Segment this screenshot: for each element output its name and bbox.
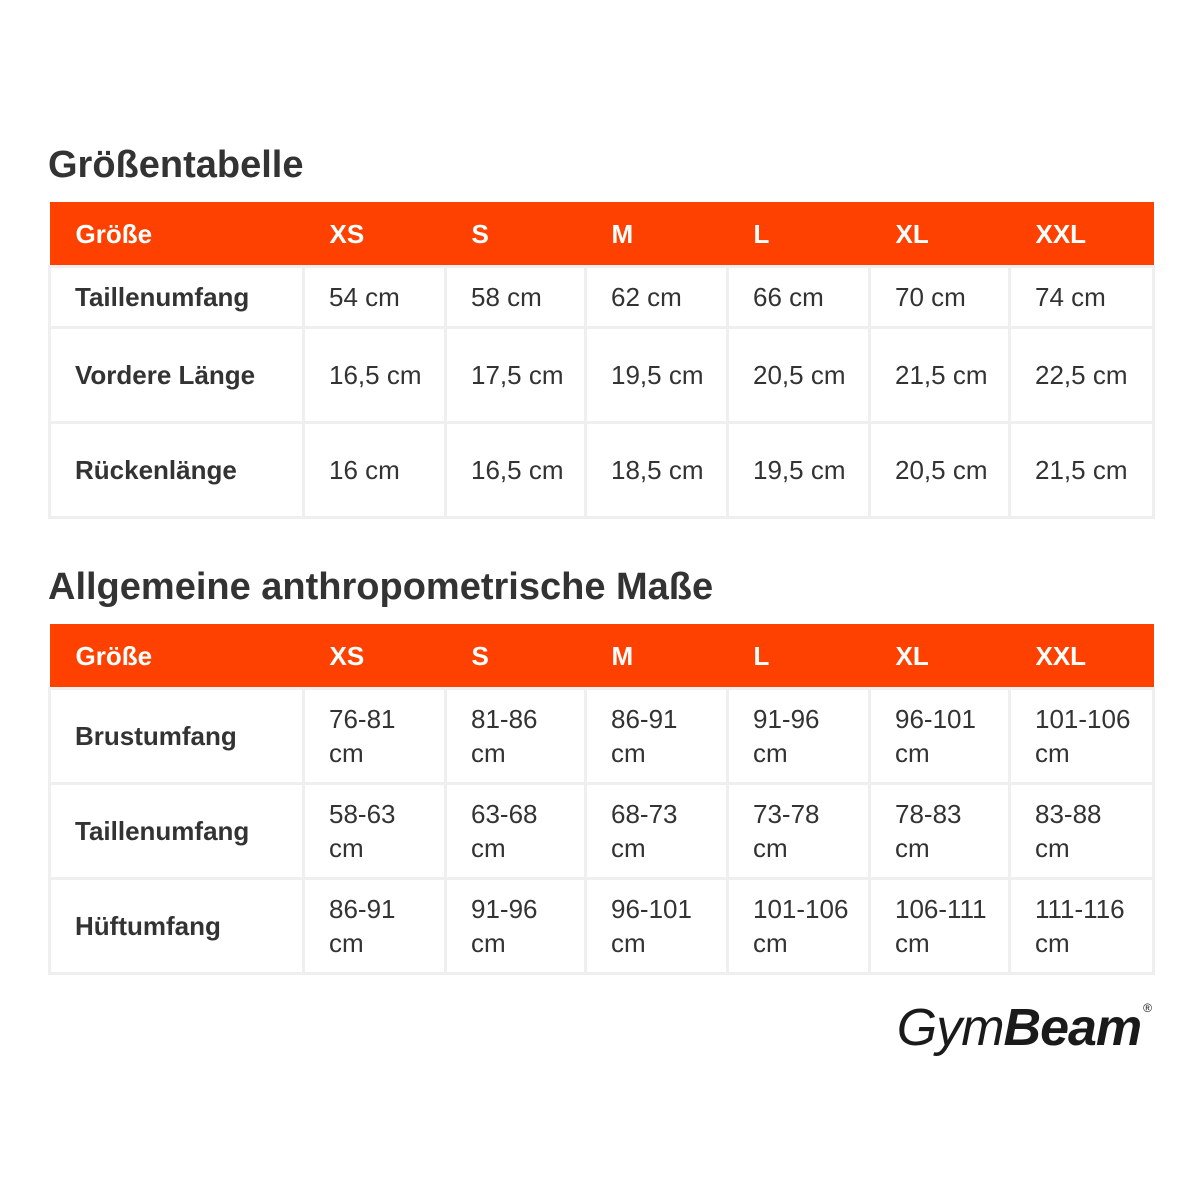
table-row: Vordere Länge 16,5 cm 17,5 cm 19,5 cm 20… <box>48 326 1155 424</box>
table-cell: 96-101 cm <box>868 687 1011 785</box>
header-cell-xxl: XXL <box>1009 202 1154 267</box>
table-cell: 58 cm <box>444 265 587 329</box>
table-cell: 20,5 cm <box>726 326 871 424</box>
table-cell: 22,5 cm <box>1008 326 1155 424</box>
table-header-row: Größe XS S M L XL XXL <box>49 624 1154 689</box>
header-cell-s: S <box>445 202 586 267</box>
header-cell-l: L <box>727 202 870 267</box>
row-label: Taillenumfang <box>48 782 305 880</box>
table-cell: 21,5 cm <box>868 326 1011 424</box>
table-cell: 16,5 cm <box>302 326 447 424</box>
row-label: Rückenlänge <box>48 421 305 519</box>
table-row: Hüftumfang 86-91 cm 91-96 cm 96-101 cm 1… <box>48 877 1155 975</box>
table-cell: 18,5 cm <box>584 421 729 519</box>
size-chart-table: Größe XS S M L XL XXL Taillenumfang 54 c… <box>48 202 1155 519</box>
table-row: Brustumfang 76-81 cm 81-86 cm 86-91 cm 9… <box>48 687 1155 785</box>
table-cell: 68-73 cm <box>584 782 729 880</box>
row-label: Hüftumfang <box>48 877 305 975</box>
body-measurements-table: Größe XS S M L XL XXL Brustumfang 76-81 … <box>48 624 1155 975</box>
header-cell-size: Größe <box>49 624 304 689</box>
header-cell-xs: XS <box>303 202 446 267</box>
table-cell: 16 cm <box>302 421 447 519</box>
row-label: Taillenumfang <box>48 265 305 329</box>
table-cell: 17,5 cm <box>444 326 587 424</box>
table-cell: 86-91 cm <box>302 877 447 975</box>
table-cell: 78-83 cm <box>868 782 1011 880</box>
table-cell: 76-81 cm <box>302 687 447 785</box>
body-measurements-title: Allgemeine anthropometrische Maße <box>48 566 714 608</box>
table-cell: 101-106 cm <box>1008 687 1155 785</box>
row-label: Brustumfang <box>48 687 305 785</box>
table-cell: 106-111 cm <box>868 877 1011 975</box>
table-cell: 96-101 cm <box>584 877 729 975</box>
header-cell-m: M <box>585 624 728 689</box>
table-row: Rückenlänge 16 cm 16,5 cm 18,5 cm 19,5 c… <box>48 421 1155 519</box>
table-row: Taillenumfang 54 cm 58 cm 62 cm 66 cm 70… <box>48 265 1155 329</box>
table-header-row: Größe XS S M L XL XXL <box>49 202 1154 267</box>
table-cell: 74 cm <box>1008 265 1155 329</box>
header-cell-xl: XL <box>869 202 1010 267</box>
table-cell: 16,5 cm <box>444 421 587 519</box>
table-cell: 20,5 cm <box>868 421 1011 519</box>
table-cell: 86-91 cm <box>584 687 729 785</box>
table-row: Taillenumfang 58-63 cm 63-68 cm 68-73 cm… <box>48 782 1155 880</box>
table-cell: 111-116 cm <box>1008 877 1155 975</box>
registered-mark: ® <box>1143 1001 1152 1015</box>
table-cell: 70 cm <box>868 265 1011 329</box>
table-cell: 63-68 cm <box>444 782 587 880</box>
table-cell: 58-63 cm <box>302 782 447 880</box>
table-cell: 19,5 cm <box>584 326 729 424</box>
table-cell: 21,5 cm <box>1008 421 1155 519</box>
table-cell: 91-96 cm <box>726 687 871 785</box>
table-cell: 101-106 cm <box>726 877 871 975</box>
table-cell: 91-96 cm <box>444 877 587 975</box>
table-cell: 62 cm <box>584 265 729 329</box>
header-cell-s: S <box>445 624 586 689</box>
table-cell: 73-78 cm <box>726 782 871 880</box>
table-cell: 81-86 cm <box>444 687 587 785</box>
header-cell-m: M <box>585 202 728 267</box>
table-cell: 19,5 cm <box>726 421 871 519</box>
header-cell-l: L <box>727 624 870 689</box>
header-cell-xs: XS <box>303 624 446 689</box>
row-label: Vordere Länge <box>48 326 305 424</box>
table-cell: 66 cm <box>726 265 871 329</box>
logo-text-bold: Beam <box>1003 999 1143 1057</box>
gymbeam-logo: Gym Beam ® <box>897 998 1152 1058</box>
table-cell: 54 cm <box>302 265 447 329</box>
header-cell-xxl: XXL <box>1009 624 1154 689</box>
table-cell: 83-88 cm <box>1008 782 1155 880</box>
size-chart-title: Größentabelle <box>48 144 304 186</box>
header-cell-xl: XL <box>869 624 1010 689</box>
logo-text-light: Gym <box>896 999 1005 1057</box>
header-cell-size: Größe <box>49 202 304 267</box>
